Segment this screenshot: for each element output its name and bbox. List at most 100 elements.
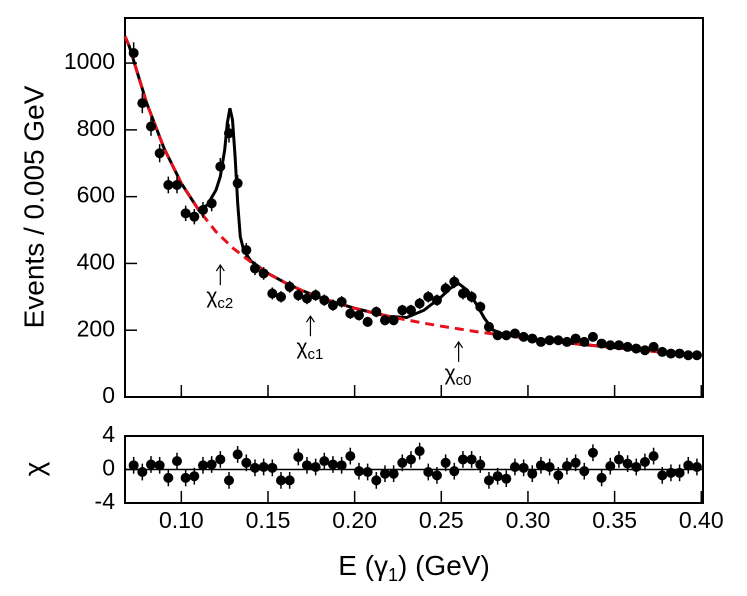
data-point <box>648 451 659 462</box>
data-point <box>535 336 546 347</box>
data-point <box>631 343 642 354</box>
annotation-symbol: χ <box>206 285 217 308</box>
data-point <box>605 340 616 351</box>
x-tick-label: 0.25 <box>419 507 464 533</box>
data-point <box>570 457 581 468</box>
data-point <box>613 340 624 351</box>
data-point <box>475 301 486 312</box>
annotation-symbol: χ <box>445 361 456 384</box>
data-point <box>423 467 434 478</box>
data-point <box>310 461 321 472</box>
annotation-sub: c1 <box>307 346 323 363</box>
data-point <box>171 179 182 190</box>
data-point <box>561 461 572 472</box>
data-point <box>258 461 269 472</box>
data-point <box>657 470 668 481</box>
data-point <box>128 48 139 59</box>
data-point <box>249 263 260 274</box>
data-point <box>293 451 304 462</box>
data-point <box>440 283 451 294</box>
data-point <box>431 295 442 306</box>
data-point <box>319 295 330 306</box>
data-point <box>475 459 486 470</box>
x-tick-label: 0.20 <box>332 507 377 533</box>
data-point <box>431 470 442 481</box>
data-point <box>631 461 642 472</box>
annotation: χc2 <box>206 285 233 312</box>
y-tick-label: 0 <box>102 455 115 481</box>
data-point <box>639 345 650 356</box>
data-point <box>137 467 148 478</box>
data-point <box>241 457 252 468</box>
data-point <box>189 471 200 482</box>
data-point <box>371 306 382 317</box>
data-point <box>535 460 546 471</box>
data-point <box>423 291 434 302</box>
data-point <box>336 460 347 471</box>
annotation: χc0 <box>445 361 472 388</box>
data-point <box>579 466 590 477</box>
data-point <box>501 330 512 341</box>
data-point <box>674 467 685 478</box>
data-point <box>691 461 702 472</box>
data-point <box>544 335 555 346</box>
data-point <box>414 298 425 309</box>
data-point <box>345 451 356 462</box>
annotation-sub: c2 <box>217 295 233 312</box>
data-point <box>223 475 234 486</box>
y-tick-label: 4 <box>102 421 115 447</box>
data-point <box>267 462 278 473</box>
data-point <box>232 178 243 189</box>
data-point <box>683 460 694 471</box>
data-point <box>249 462 260 473</box>
y-tick-label: 1000 <box>64 48 115 74</box>
data-point <box>691 350 702 361</box>
data-point <box>527 333 538 344</box>
data-point <box>483 321 494 332</box>
data-point <box>362 316 373 327</box>
data-point <box>492 330 503 341</box>
data-point <box>267 288 278 299</box>
data-point <box>197 205 208 216</box>
data-point <box>613 454 624 465</box>
data-point <box>258 268 269 279</box>
data-point <box>379 468 390 479</box>
data-point <box>171 456 182 467</box>
data-point <box>449 466 460 477</box>
data-point <box>137 98 148 109</box>
data-point <box>353 310 364 321</box>
data-point <box>180 208 191 219</box>
data-point <box>544 461 555 472</box>
data-point <box>163 179 174 190</box>
data-point <box>301 460 312 471</box>
data-point <box>457 288 468 299</box>
data-point <box>587 447 598 458</box>
x-tick-label: 0.10 <box>159 507 204 533</box>
y-tick-label: 0 <box>102 382 115 408</box>
data-point <box>388 315 399 326</box>
data-point <box>665 348 676 359</box>
data-point <box>553 470 564 481</box>
data-point <box>561 336 572 347</box>
data-point <box>397 457 408 468</box>
x-axis-title-sub: 1 <box>388 565 398 585</box>
data-point <box>509 328 520 339</box>
data-point <box>466 291 477 302</box>
data-point <box>154 460 165 471</box>
data-point <box>232 449 243 460</box>
data-point <box>440 457 451 468</box>
y-tick-label: 200 <box>77 315 115 341</box>
x-tick-label: 0.15 <box>246 507 291 533</box>
data-point <box>405 454 416 465</box>
data-point <box>145 459 156 470</box>
x-tick-label: 0.35 <box>592 507 637 533</box>
data-point <box>639 456 650 467</box>
data-point <box>327 459 338 470</box>
x-tick-label: 0.30 <box>506 507 551 533</box>
x-axis-title-tail: ) (GeV) <box>398 550 490 581</box>
y-tick-label: 400 <box>77 249 115 275</box>
data-point <box>622 458 633 469</box>
x-axis-title: E (γ1) (GeV) <box>338 550 490 584</box>
y-tick-label: 600 <box>77 182 115 208</box>
